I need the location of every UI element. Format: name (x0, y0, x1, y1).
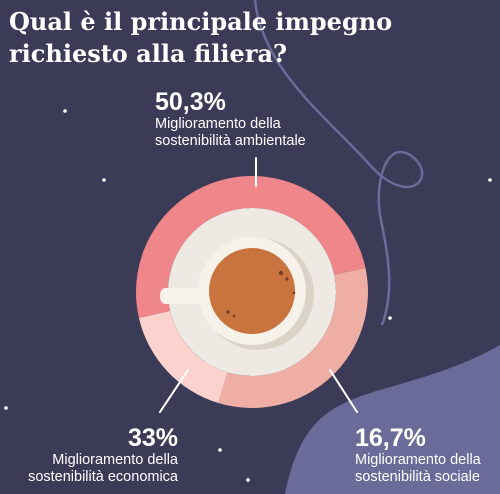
star-dot (102, 178, 106, 182)
leader-economica (159, 369, 189, 413)
star-dot (4, 406, 8, 410)
star-dot (246, 478, 250, 482)
star-dot (63, 109, 67, 113)
slice-desc-ambientale-line2: sostenibilità ambientale (155, 133, 306, 149)
slice-desc-economica-line1: Miglioramento della (52, 452, 178, 468)
slice-desc-sociale-line2: sostenibilità sociale (355, 469, 480, 485)
star-dot (488, 178, 492, 182)
wave-shape (285, 345, 500, 494)
leader-sociale (329, 369, 358, 413)
callout-economica: 33% Miglioramento della sostenibilità ec… (28, 424, 178, 486)
slice-economica (218, 268, 368, 408)
callout-sociale: 16,7% Miglioramento della sostenibilità … (355, 424, 481, 486)
coffee-bubble (278, 270, 284, 276)
decorative-curve (253, 0, 424, 326)
slice-label-sociale: 16,7% (355, 424, 426, 452)
slice-desc-sociale-line1: Miglioramento della (355, 452, 481, 468)
coffee-bubble (232, 314, 236, 318)
star-dot (218, 448, 222, 452)
slice-sociale (138, 310, 228, 404)
slice-desc-economica-line2: sostenibilità economica (28, 469, 178, 485)
coffee-bubble (226, 310, 230, 314)
slice-label-ambientale: 50,3% (155, 88, 226, 116)
slice-ambientale (136, 176, 366, 319)
callout-ambientale: 50,3% Miglioramento della sostenibilità … (155, 88, 306, 150)
donut-chart (136, 176, 368, 408)
star-dot (388, 316, 392, 320)
star-decorations (4, 109, 492, 482)
slice-label-economica: 33% (127, 424, 178, 452)
slice-desc-ambientale-line1: Miglioramento della (155, 116, 281, 132)
callout-lines (159, 157, 358, 413)
coffee-bubble (292, 291, 296, 295)
coffee-bubble (285, 277, 289, 281)
coffee-surface (209, 248, 295, 334)
page-title: Qual è il principale impegno richiesto a… (9, 7, 393, 68)
coffee-cup-illustration (160, 208, 336, 376)
